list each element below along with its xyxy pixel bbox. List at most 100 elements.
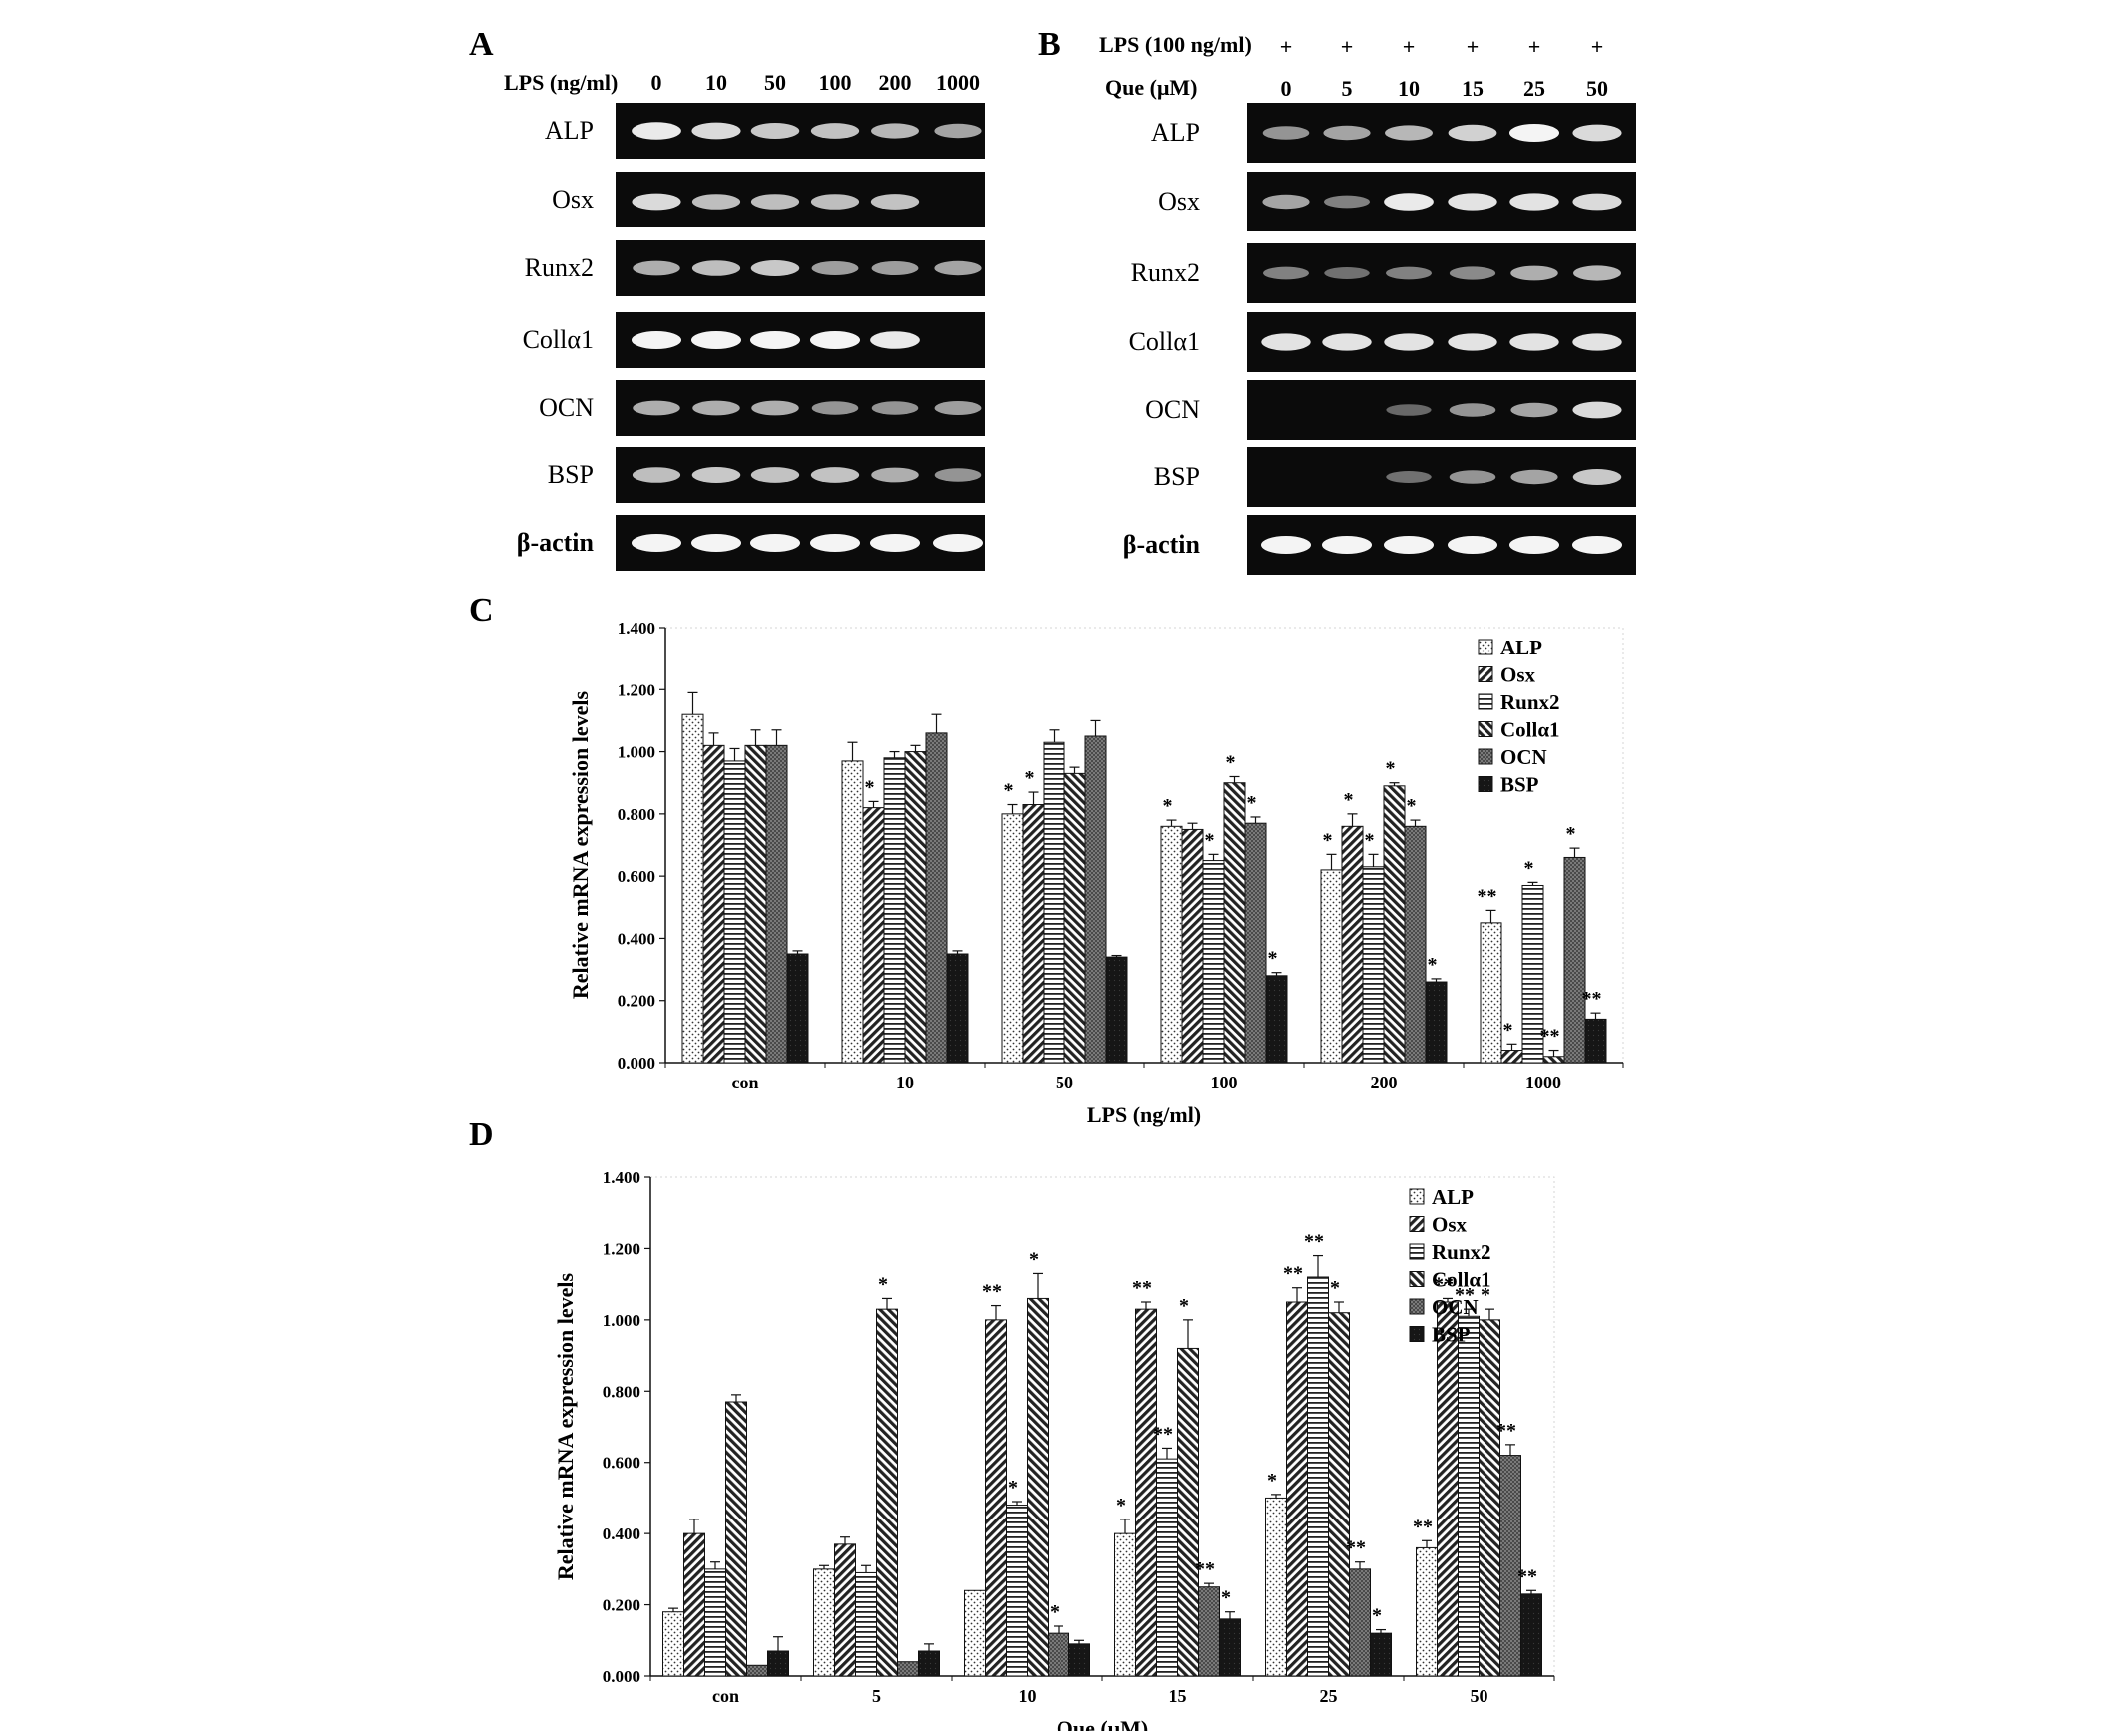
bar-BSP (1105, 956, 1128, 1064)
gel-strip (1247, 103, 1636, 163)
significance-mark: * (1008, 1477, 1018, 1499)
bar-OCN (1349, 1568, 1371, 1677)
bar-Runx2 (723, 760, 746, 1064)
gel-band (1322, 536, 1372, 554)
bar-Runx2 (883, 757, 906, 1064)
bar-Osx (1437, 1301, 1459, 1677)
lps-plus-mark: + (1591, 34, 1604, 59)
gel-band (1261, 333, 1311, 351)
panel-b-gel: ALP Osx Runx2 Collα1 OCN BSP β-actin (1123, 103, 1636, 575)
bar-BSP (767, 1650, 789, 1677)
bar-BSP (946, 953, 969, 1064)
y-axis-label: Relative mRNA expression levels (553, 1272, 578, 1580)
panel-b-dose-labels: 0 5 10 15 25 50 (1281, 76, 1609, 101)
bar-Collα1 (1027, 1297, 1049, 1677)
panel-b-letter: B (1038, 26, 1060, 63)
bar-Osx (1341, 825, 1364, 1064)
significance-mark: * (1025, 767, 1035, 789)
bar-ALP (1114, 1532, 1136, 1677)
gel-row-label: Collα1 (1129, 327, 1200, 356)
significance-mark: * (1179, 1295, 1189, 1317)
bar-BSP (1584, 1018, 1607, 1064)
bar-Collα1 (1223, 782, 1246, 1064)
bar-Runx2 (1043, 741, 1065, 1064)
gel-band (633, 260, 680, 276)
gel-band (1323, 195, 1371, 209)
legend-entry: OCN (1432, 1295, 1479, 1319)
significance-mark: * (1029, 1248, 1039, 1270)
significance-mark: ** (1496, 1420, 1516, 1442)
gel-band (1509, 124, 1559, 142)
significance-mark: * (1267, 1470, 1277, 1492)
gel-band (750, 260, 800, 276)
lps-plus-mark: + (1341, 34, 1354, 59)
gel-band (1322, 333, 1372, 351)
bar-Collα1 (1479, 1319, 1500, 1677)
legend-swatch-ALP (1478, 639, 1493, 655)
legend-swatch-BSP (1409, 1326, 1425, 1342)
panel-b-lps-marks: + + + + + + (1280, 34, 1604, 59)
bar-ALP (1480, 922, 1502, 1064)
legend-swatch-Runx2 (1478, 693, 1493, 710)
gel-row-label: β-actin (1123, 530, 1201, 559)
gel-band (750, 534, 800, 552)
bar-ALP (1416, 1546, 1438, 1677)
y-tick-label: 0.400 (603, 1524, 640, 1543)
gel-band (934, 401, 982, 415)
bar-OCN (1404, 825, 1427, 1064)
gel-band (810, 331, 860, 349)
gel-band (633, 400, 680, 416)
dose-label: 0 (651, 70, 662, 95)
gel-band (871, 261, 919, 275)
gel-band (750, 194, 800, 210)
significance-mark: ** (1434, 1273, 1454, 1295)
y-tick-label: 1.400 (618, 619, 655, 638)
gel-band (1573, 265, 1621, 281)
bar-Runx2 (855, 1571, 877, 1677)
legend-swatch-Collα1 (1478, 721, 1493, 737)
gel-band (870, 194, 920, 210)
x-tick-label: 10 (1019, 1686, 1037, 1706)
lps-plus-mark: + (1467, 34, 1480, 59)
dose-label: 25 (1523, 76, 1545, 101)
gel-band (1262, 126, 1310, 140)
bar-BSP (1425, 981, 1448, 1064)
gel-row-label: Runx2 (1131, 258, 1200, 287)
significance-mark: * (1247, 792, 1257, 814)
significance-mark: ** (1478, 885, 1497, 907)
bar-BSP (1219, 1618, 1241, 1677)
y-tick-label: 0.200 (618, 992, 655, 1011)
bar-OCN (1198, 1586, 1220, 1677)
gel-band (1509, 193, 1559, 211)
gel-band (1572, 124, 1622, 142)
panel-a-dose-labels: 0 10 50 100 200 1000 (651, 70, 981, 95)
gel-band (1448, 333, 1497, 351)
legend-swatch-Osx (1478, 666, 1493, 682)
gel-row-label: Collα1 (523, 325, 594, 354)
gel-row-label: OCN (539, 393, 594, 422)
gel-band (751, 400, 799, 416)
bar-BSP (1068, 1643, 1090, 1677)
gel-band (632, 122, 681, 140)
lps-plus-mark: + (1403, 34, 1416, 59)
bar-Collα1 (1177, 1347, 1199, 1677)
legend-entry: Osx (1500, 663, 1536, 687)
significance-mark: * (1481, 1284, 1490, 1306)
gel-band (750, 331, 800, 349)
bar-Runx2 (1202, 860, 1225, 1064)
bar-ALP (1265, 1497, 1287, 1677)
gel-strip (1247, 312, 1636, 372)
gel-row-label: Runx2 (525, 253, 594, 282)
gel-band (632, 534, 681, 552)
significance-mark: ** (1153, 1423, 1173, 1445)
legend-swatch-OCN (1409, 1298, 1425, 1315)
gel-band (1384, 193, 1434, 211)
bar-BSP (1370, 1632, 1392, 1677)
significance-mark: * (1407, 795, 1417, 817)
bar-OCN (1048, 1632, 1069, 1677)
gel-band (871, 123, 919, 139)
significance-mark: * (1365, 829, 1375, 851)
bar-ALP (662, 1611, 684, 1677)
significance-mark: * (1163, 795, 1173, 817)
gel-band (810, 123, 860, 139)
